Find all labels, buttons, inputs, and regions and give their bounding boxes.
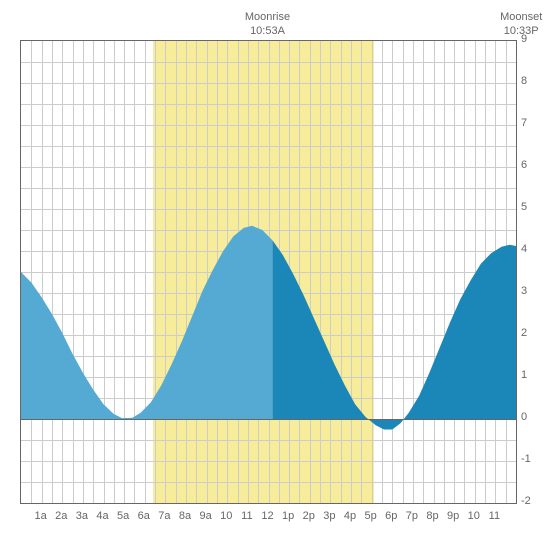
y-tick-label: 9 — [521, 33, 541, 45]
x-tick-label: 11 — [489, 510, 500, 522]
x-tick-label: 6a — [138, 510, 150, 522]
zero-baseline — [21, 419, 516, 420]
y-tick-label: -2 — [521, 495, 541, 507]
x-tick-label: 10 — [220, 510, 232, 522]
x-tick-label: 5p — [365, 510, 377, 522]
x-tick-label: 9a — [200, 510, 212, 522]
x-tick-label: 9p — [447, 510, 459, 522]
tide-area-pm — [273, 241, 516, 430]
x-tick-label: 2p — [303, 510, 315, 522]
y-tick-label: 6 — [521, 159, 541, 171]
y-tick-label: 7 — [521, 117, 541, 129]
y-tick-label: 0 — [521, 411, 541, 423]
moonset-title: Moonset — [500, 10, 542, 24]
x-tick-label: 10 — [468, 510, 480, 522]
x-tick-label: 4p — [344, 510, 356, 522]
x-tick-label: 7p — [406, 510, 418, 522]
x-tick-label: 1a — [35, 510, 47, 522]
x-tick-label: 7a — [158, 510, 170, 522]
y-tick-label: 2 — [521, 327, 541, 339]
x-tick-label: 1p — [282, 510, 294, 522]
plot-area — [20, 40, 517, 504]
x-tick-label: 8a — [179, 510, 191, 522]
moonrise-header: Moonrise 10:53A — [245, 10, 290, 39]
x-tick-label: 5a — [117, 510, 129, 522]
moonrise-title: Moonrise — [245, 10, 290, 24]
x-tick-label: 12 — [261, 510, 273, 522]
x-tick-label: 2a — [55, 510, 67, 522]
x-tick-label: 3a — [76, 510, 88, 522]
x-tick-label: 4a — [96, 510, 108, 522]
x-tick-label: 6p — [385, 510, 397, 522]
y-tick-label: 1 — [521, 369, 541, 381]
tide-chart: Moonrise 10:53A Moonset 10:33P -2-101234… — [10, 10, 540, 540]
tide-area-am — [21, 226, 273, 419]
x-tick-label: 3p — [323, 510, 335, 522]
x-tick-label: 11 — [241, 510, 252, 522]
y-tick-label: 3 — [521, 285, 541, 297]
y-tick-label: -1 — [521, 453, 541, 465]
y-tick-label: 4 — [521, 243, 541, 255]
y-tick-label: 5 — [521, 201, 541, 213]
x-tick-label: 8p — [426, 510, 438, 522]
tide-curve — [21, 41, 516, 503]
y-tick-label: 8 — [521, 75, 541, 87]
moonrise-time: 10:53A — [245, 24, 290, 38]
